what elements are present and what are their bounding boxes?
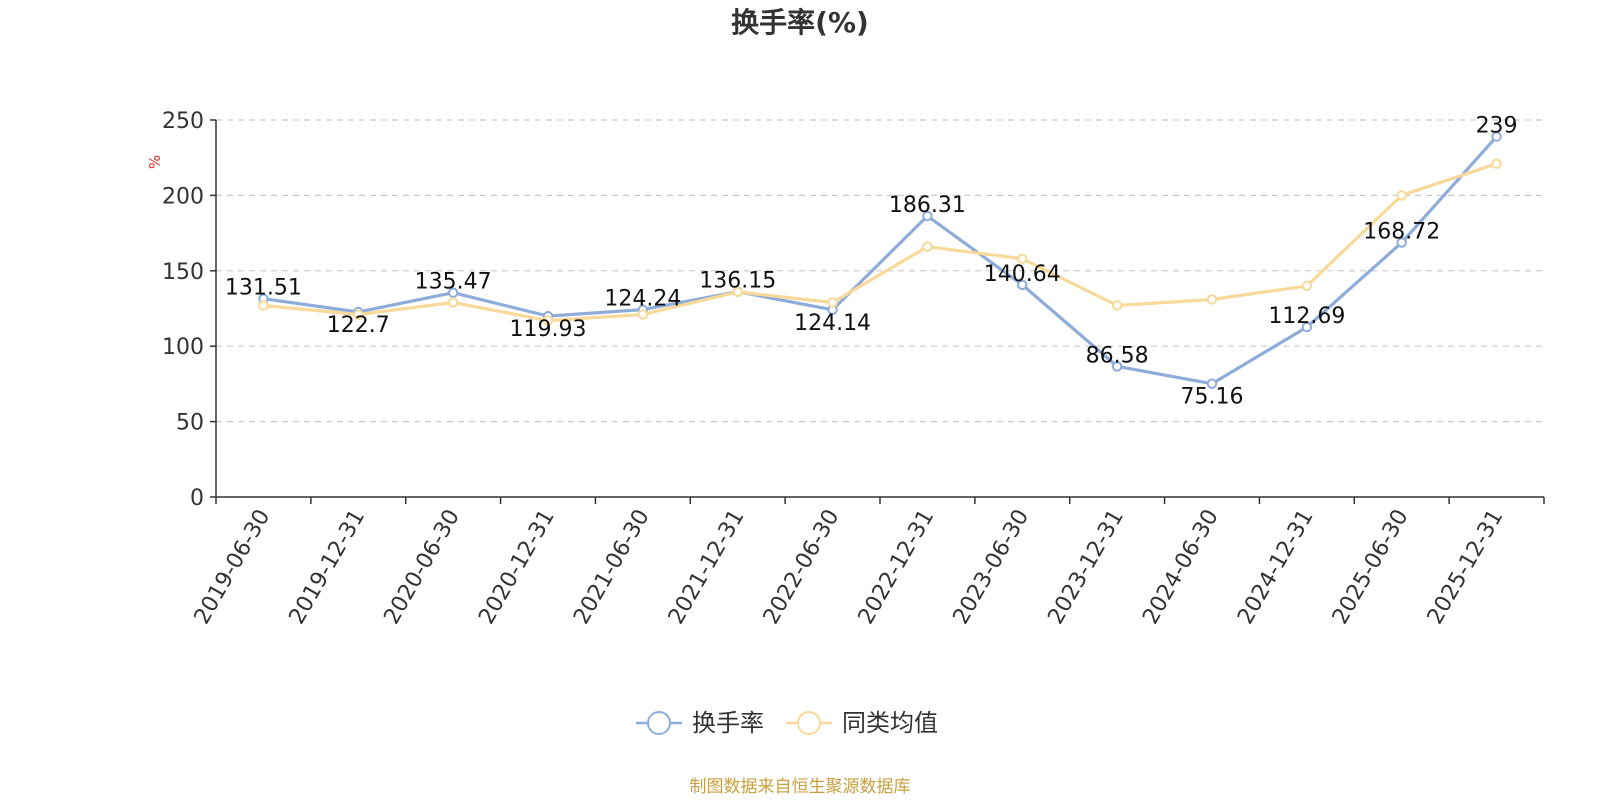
x-tick-label: 2020-12-31 bbox=[474, 505, 560, 628]
data-label: 119.93 bbox=[510, 317, 587, 342]
data-point[interactable] bbox=[1206, 378, 1218, 389]
data-point[interactable] bbox=[732, 286, 743, 298]
data-label: 131.51 bbox=[225, 276, 302, 301]
data-point[interactable] bbox=[1017, 279, 1028, 291]
x-tick-label: 2024-06-30 bbox=[1138, 505, 1224, 628]
series-line bbox=[263, 162, 1498, 323]
data-point[interactable] bbox=[1301, 280, 1313, 292]
legend-label: 同类均值 bbox=[842, 709, 938, 737]
x-tick-label: 2020-06-30 bbox=[379, 505, 465, 628]
legend-marker bbox=[797, 711, 821, 735]
data-point[interactable] bbox=[353, 309, 364, 320]
grid-lines bbox=[216, 119, 1544, 423]
data-point[interactable] bbox=[827, 297, 838, 308]
x-tick-label: 2025-06-30 bbox=[1328, 505, 1414, 628]
data-labels: 131.51 122.7 135.47 119.93 124.24 136.15 124.1… bbox=[225, 114, 1518, 410]
data-point[interactable] bbox=[1491, 158, 1502, 169]
data-label: 186.31 bbox=[889, 193, 966, 218]
y-tick-label: 250 bbox=[162, 109, 204, 134]
data-point[interactable] bbox=[542, 315, 554, 326]
legend-label: 换手率 bbox=[692, 709, 764, 737]
data-label: 75.16 bbox=[1181, 385, 1244, 410]
data-point[interactable] bbox=[1301, 321, 1313, 333]
x-tick-label: 2022-12-31 bbox=[854, 505, 940, 628]
y-tick-label: 100 bbox=[162, 335, 204, 360]
y-axis-unit-label: % bbox=[146, 155, 164, 169]
data-point[interactable] bbox=[1206, 294, 1218, 305]
data-label: 112.69 bbox=[1268, 304, 1345, 329]
data-label: 168.72 bbox=[1363, 220, 1440, 245]
data-point[interactable] bbox=[1396, 190, 1407, 201]
x-tick-label: 2023-06-30 bbox=[949, 505, 1035, 628]
y-tick-label: 0 bbox=[190, 486, 204, 511]
y-tick-label: 50 bbox=[176, 411, 204, 436]
data-point[interactable] bbox=[447, 287, 459, 298]
y-tick-label: 150 bbox=[162, 260, 204, 285]
x-tick-label: 2021-06-30 bbox=[569, 505, 655, 628]
data-label: 136.15 bbox=[699, 269, 776, 294]
chart-title: 换手率(%) bbox=[731, 6, 869, 39]
data-point[interactable] bbox=[922, 241, 933, 252]
x-tick-label: 2025-12-31 bbox=[1423, 505, 1509, 628]
data-label: 135.47 bbox=[415, 270, 492, 295]
legend-item-0[interactable]: 换手率 bbox=[636, 709, 764, 737]
data-label: 239 bbox=[1476, 114, 1518, 139]
x-tick-label: 2024-12-31 bbox=[1233, 505, 1319, 628]
legend-item-1[interactable]: 同类均值 bbox=[786, 709, 938, 737]
data-point[interactable] bbox=[637, 309, 649, 320]
x-tick-label: 2021-12-31 bbox=[664, 505, 750, 628]
x-tick-label: 2019-12-31 bbox=[285, 505, 371, 628]
data-label: 124.14 bbox=[794, 311, 871, 336]
data-point[interactable] bbox=[922, 210, 933, 222]
legend-marker bbox=[647, 711, 671, 735]
data-point[interactable] bbox=[447, 297, 459, 308]
legend[interactable]: 换手率 同类均值 bbox=[636, 709, 938, 737]
y-tick-label: 200 bbox=[162, 184, 204, 209]
data-point[interactable] bbox=[1111, 300, 1123, 311]
series-0 bbox=[258, 131, 1502, 389]
data-label: 122.7 bbox=[327, 313, 390, 338]
data-point[interactable] bbox=[1111, 361, 1123, 372]
data-label: 140.64 bbox=[984, 262, 1061, 287]
x-tick-label: 2019-06-30 bbox=[190, 505, 276, 628]
data-label: 86.58 bbox=[1086, 343, 1149, 368]
data-point[interactable] bbox=[1491, 131, 1502, 142]
data-label: 124.24 bbox=[604, 287, 681, 312]
data-point[interactable] bbox=[1017, 253, 1028, 264]
source-note: 制图数据来自恒生聚源数据库 bbox=[690, 777, 911, 797]
series-1 bbox=[258, 158, 1502, 326]
x-tick-label: 2023-12-31 bbox=[1043, 505, 1129, 628]
series-lines bbox=[258, 131, 1502, 389]
x-tick-label: 2022-06-30 bbox=[759, 505, 845, 628]
data-point[interactable] bbox=[1396, 237, 1407, 248]
data-point[interactable] bbox=[258, 300, 269, 311]
series-line bbox=[263, 135, 1498, 386]
